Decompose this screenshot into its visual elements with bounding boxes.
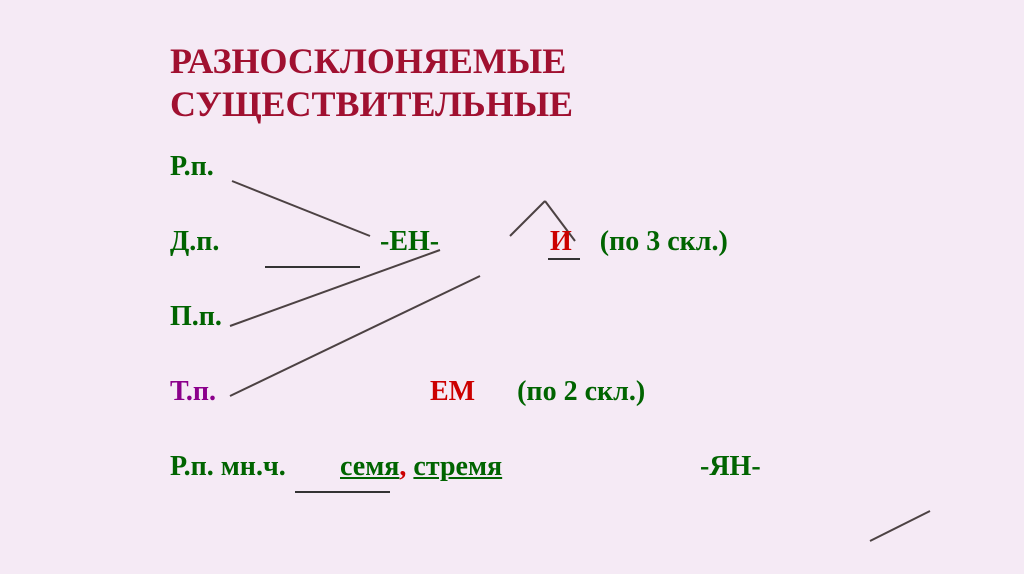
comma: , xyxy=(399,451,406,482)
row-tp: Т.п. ЕМ (по 2 скл.) xyxy=(170,376,970,451)
note-2skl: (по 2 скл.) xyxy=(517,376,645,407)
dp-right-group: И (по 3 скл.) xyxy=(550,226,728,258)
case-rp-plural: Р.п. мн.ч. xyxy=(170,451,286,483)
slide-title: РАЗНОСКЛОНЯЕМЫЕ СУЩЕСТВИТЕЛЬНЫЕ xyxy=(170,40,970,126)
row-dp: Д.п. -ЕН- И (по 3 скл.) xyxy=(170,226,970,301)
note-3skl: (по 3 скл.) xyxy=(600,226,728,257)
tp-right-group: ЕМ (по 2 скл.) xyxy=(430,376,645,408)
suffix-em: ЕМ xyxy=(430,376,475,407)
title-line-2: СУЩЕСТВИТЕЛЬНЫЕ xyxy=(170,83,970,126)
row-pp: П.п. xyxy=(170,301,970,376)
case-rp: Р.п. xyxy=(170,151,214,183)
case-dp: Д.п. xyxy=(170,226,219,258)
suffix-i: И xyxy=(550,226,572,257)
suffix-yan: -ЯН- xyxy=(700,451,761,483)
word-stremya: стремя xyxy=(413,451,502,482)
title-line-1: РАЗНОСКЛОНЯЕМЫЕ xyxy=(170,40,970,83)
suffix-en: -ЕН- xyxy=(380,226,439,258)
word-semya: семя xyxy=(340,451,399,482)
row-rp-plural: Р.п. мн.ч. семя, стремя -ЯН- xyxy=(170,451,970,526)
case-tp: Т.п. xyxy=(170,376,216,408)
words-group: семя, стремя xyxy=(340,451,502,483)
case-pp: П.п. xyxy=(170,301,222,333)
row-rp: Р.п. xyxy=(170,151,970,226)
